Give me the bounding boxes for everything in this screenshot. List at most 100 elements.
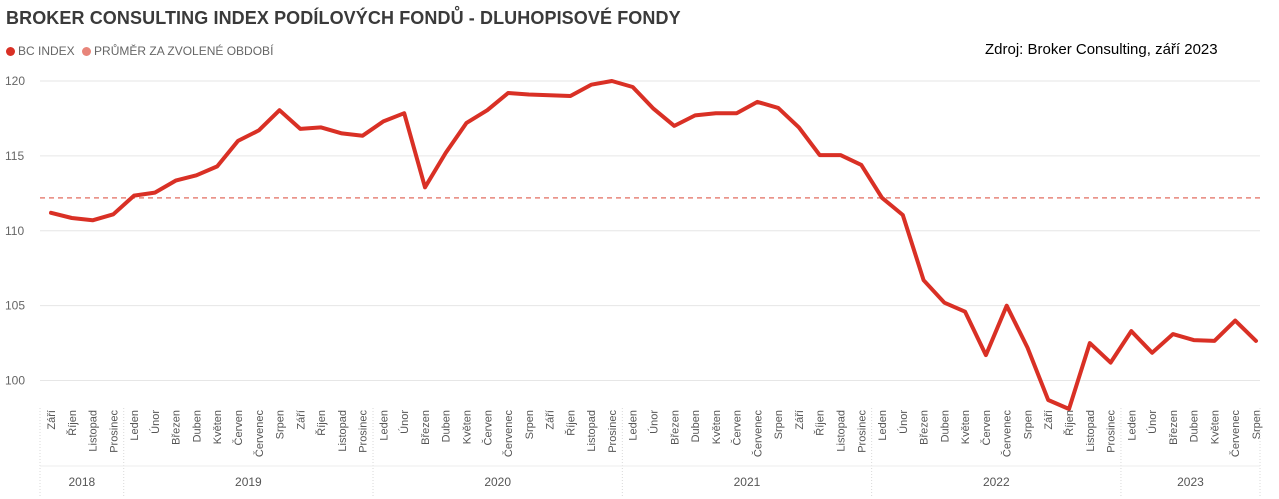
x-tick-label-month: Březen [669,410,681,445]
data-point[interactable] [1232,318,1238,324]
data-point[interactable] [941,300,947,306]
data-point[interactable] [277,107,283,113]
data-point[interactable] [131,193,137,199]
data-point[interactable] [443,150,449,156]
data-point[interactable] [609,78,615,84]
data-point[interactable] [318,124,324,130]
x-tick-label-month: Listopad [88,410,100,452]
data-point[interactable] [1211,338,1217,344]
data-point[interactable] [983,352,989,358]
x-tick-label-month: Březen [1168,410,1180,445]
data-point[interactable] [297,126,303,132]
x-tick-label-month: Duben [441,410,453,442]
x-tick-label-month: Prosinec [856,410,868,453]
x-tick-label-month: Duben [191,410,203,442]
legend-item-average[interactable]: PRŮMĚR ZA ZVOLENÉ OBDOBÍ [82,44,273,58]
x-tick-label-month: Červenec [1229,410,1242,458]
x-tick-label-month: Listopad [1085,410,1097,452]
data-point[interactable] [48,210,54,216]
data-point[interactable] [754,99,760,105]
legend-label-average: PRŮMĚR ZA ZVOLENÉ OBDOBÍ [94,44,274,58]
data-point[interactable] [588,82,594,88]
data-point[interactable] [734,110,740,116]
x-tick-label-month: Květen [960,410,972,444]
data-point[interactable] [837,152,843,158]
x-tick-label-month: Září [545,410,557,430]
x-year-label-2019: 2019 [235,475,262,489]
data-point[interactable] [339,130,345,136]
data-point[interactable] [1191,337,1197,343]
data-point[interactable] [214,163,220,169]
y-tick-label-120: 120 [5,74,25,88]
x-tick-label-month: Prosinec [1106,410,1118,453]
data-point[interactable] [817,152,823,158]
x-tick-label-month: Červen [481,410,494,445]
x-tick-label-month: Červenec [751,410,764,458]
data-point[interactable] [879,195,885,201]
x-tick-label-month: Listopad [586,410,598,452]
legend-item-bc-index[interactable]: BC INDEX [6,44,75,58]
x-tick-label-month: Březen [919,410,931,445]
source-note: Zdroj: Broker Consulting, září 2023 [985,41,1218,58]
data-point[interactable] [152,190,158,196]
data-point[interactable] [173,178,179,184]
x-year-label-2021: 2021 [734,475,761,489]
data-point[interactable] [713,110,719,116]
x-tick-label-month: Srpen [773,410,785,439]
data-point[interactable] [1024,345,1030,351]
data-point[interactable] [360,133,366,139]
data-point[interactable] [567,93,573,99]
data-point[interactable] [692,112,698,118]
x-tick-label-month: Červen [232,410,245,445]
data-point[interactable] [547,92,553,98]
data-point[interactable] [796,124,802,130]
data-point[interactable] [630,84,636,90]
legend-dot-average [82,46,92,56]
x-tick-label-month: Leden [877,410,889,441]
data-point[interactable] [775,105,781,111]
data-point[interactable] [962,309,968,315]
x-tick-label-month: Leden [378,410,390,441]
data-point[interactable] [90,217,96,223]
data-point[interactable] [380,118,386,124]
data-point[interactable] [1149,350,1155,356]
data-point[interactable] [235,138,241,144]
data-point[interactable] [110,211,116,217]
x-tick-label-month: Říjen [1063,410,1076,436]
data-point[interactable] [1108,360,1114,366]
data-point[interactable] [1253,338,1259,344]
data-point[interactable] [193,172,199,178]
data-point[interactable] [858,162,864,168]
data-point[interactable] [401,110,407,116]
data-point[interactable] [505,90,511,96]
x-tick-label-month: Srpen [524,410,536,439]
data-point[interactable] [484,107,490,113]
x-tick-label-month: Květen [212,410,224,444]
x-tick-label-month: Únor [897,410,910,434]
data-point[interactable] [1045,397,1051,403]
series-line-bc-index[interactable] [49,79,1258,411]
data-point[interactable] [651,106,657,112]
data-point[interactable] [464,120,470,126]
x-tick-label-month: Září [794,410,806,430]
data-point[interactable] [671,123,677,129]
x-tick-label-month: Červen [731,410,744,445]
x-tick-label-month: Srpen [1251,410,1263,439]
data-point[interactable] [422,184,428,190]
data-point[interactable] [900,212,906,218]
data-point[interactable] [526,91,532,97]
data-point[interactable] [1170,331,1176,337]
x-tick-label-month: Březen [420,410,432,445]
data-point[interactable] [1004,303,1010,309]
data-point[interactable] [1128,328,1134,334]
x-year-label-2018: 2018 [69,475,96,489]
data-point[interactable] [69,215,75,221]
chart-title: BROKER CONSULTING INDEX PODÍLOVÝCH FONDŮ… [6,8,681,28]
data-point[interactable] [256,127,262,133]
data-point[interactable] [921,277,927,283]
x-tick-label-month: Září [1043,410,1055,430]
x-tick-label-month: Červenec [502,410,515,458]
x-year-label-2023: 2023 [1177,475,1204,489]
data-point[interactable] [1087,340,1093,346]
